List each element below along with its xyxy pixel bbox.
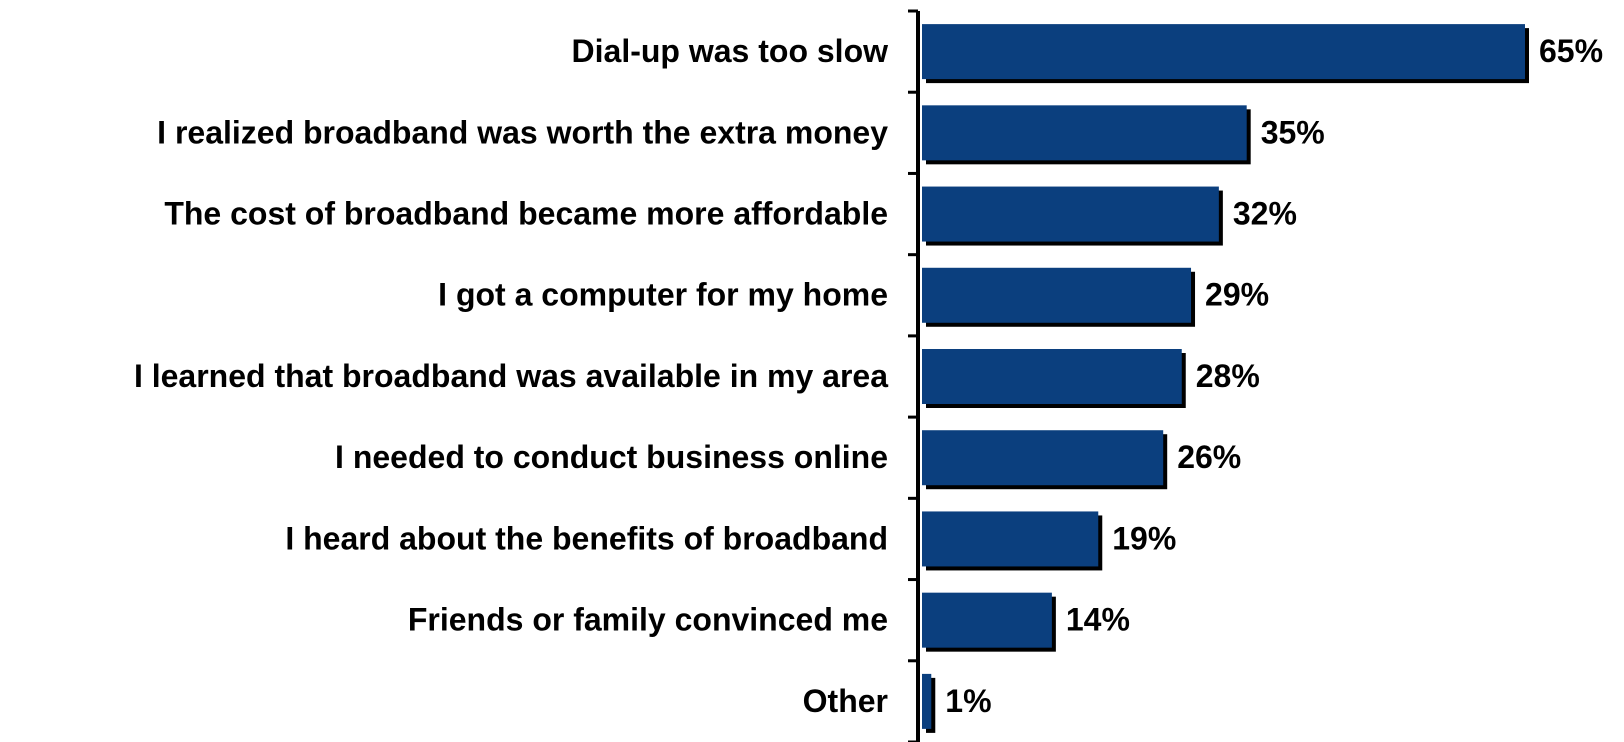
bar: [922, 511, 1099, 567]
bar: [922, 186, 1219, 242]
bar: [922, 267, 1192, 323]
value-label: 29%: [1205, 277, 1269, 313]
value-label: 26%: [1177, 439, 1241, 475]
category-label: I realized broadband was worth the extra…: [157, 114, 888, 150]
value-label: 19%: [1112, 520, 1176, 556]
value-label: 65%: [1539, 33, 1603, 69]
category-label: I got a computer for my home: [438, 277, 888, 313]
category-label: I needed to conduct business online: [335, 439, 888, 475]
category-label: Friends or family convinced me: [408, 602, 888, 638]
category-label: I learned that broadband was available i…: [134, 358, 888, 394]
bar: [922, 430, 1164, 486]
bar: [922, 349, 1182, 404]
category-label: The cost of broadband became more afford…: [164, 196, 888, 232]
category-label: I heard about the benefits of broadband: [285, 520, 888, 556]
value-label: 35%: [1261, 114, 1325, 150]
value-label: 28%: [1196, 358, 1260, 394]
value-label: 32%: [1233, 196, 1297, 232]
category-label: Dial-up was too slow: [572, 33, 889, 69]
category-label: Other: [803, 683, 888, 719]
bar: [922, 24, 1525, 80]
bar: [922, 592, 1052, 648]
value-label: 1%: [945, 683, 991, 719]
value-label: 14%: [1066, 602, 1130, 638]
bar: [922, 673, 932, 729]
bar: [922, 105, 1247, 161]
